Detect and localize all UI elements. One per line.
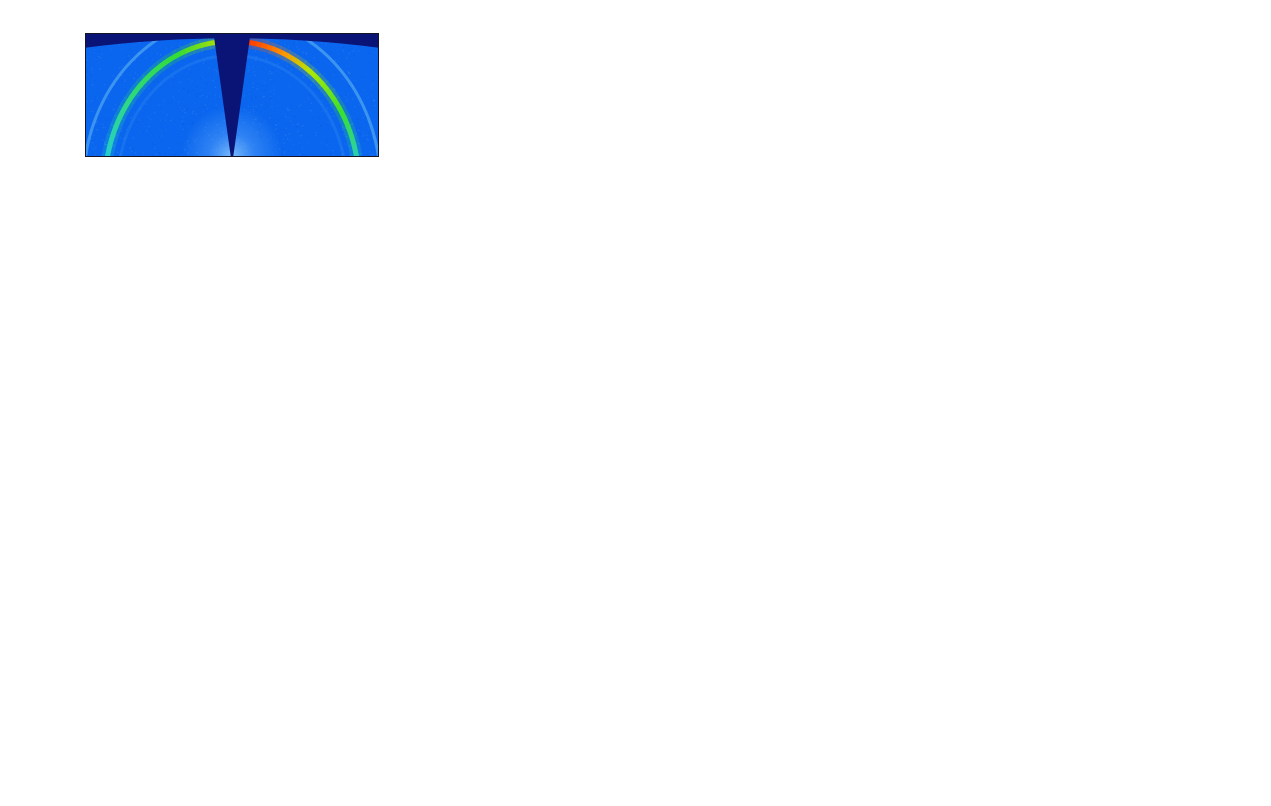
giwaxs-image-a-i bbox=[85, 33, 379, 157]
giwaxs-canvas-a-i bbox=[86, 34, 378, 156]
